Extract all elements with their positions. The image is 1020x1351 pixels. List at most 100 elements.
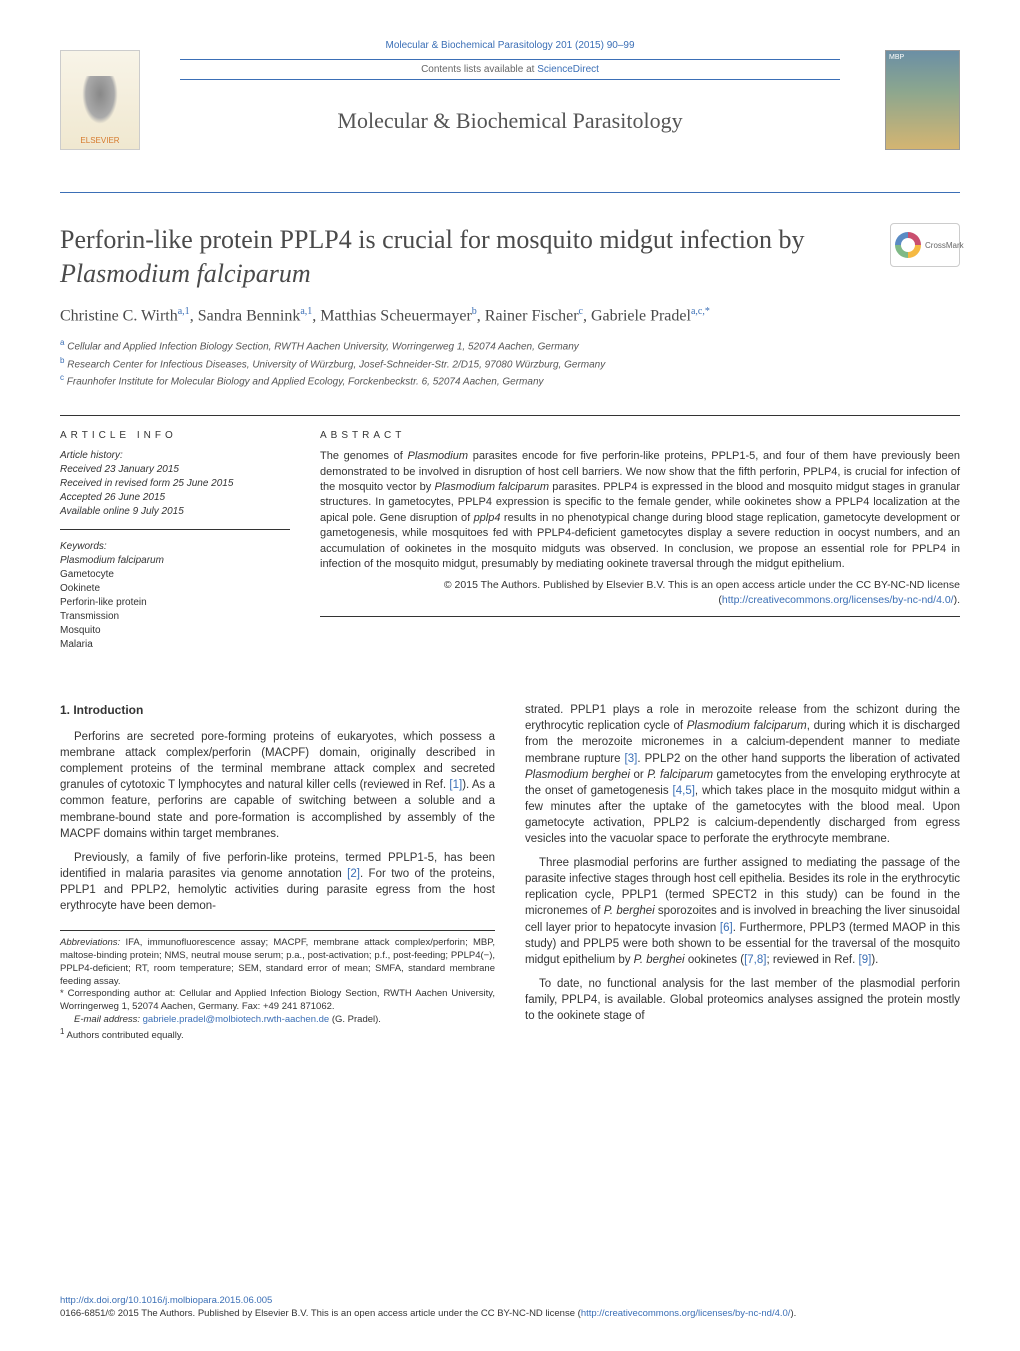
c2p2f: ). — [871, 954, 878, 966]
crossmark-label: CrossMark — [925, 241, 964, 250]
ref-7-8[interactable]: [7,8] — [744, 954, 766, 966]
c2p2d: ookinetes ( — [685, 954, 744, 966]
article-info-heading: article info — [60, 430, 290, 441]
banner-divider — [60, 192, 960, 193]
keyword-0: Plasmodium falciparum — [60, 554, 290, 568]
corr-text: Corresponding author at: Cellular and Ap… — [60, 988, 495, 1012]
sciencedirect-line: Contents lists available at ScienceDirec… — [180, 59, 840, 80]
email-label: E-mail address: — [74, 1014, 143, 1025]
article-info-sidebar: article info Article history: Received 2… — [60, 430, 290, 672]
abstract-text: The genomes of Plasmodium parasites enco… — [320, 449, 960, 572]
author-4: , Rainer Fischer — [477, 307, 579, 324]
body-col-right: strated. PPLP1 plays a role in merozoite… — [525, 702, 960, 1042]
c2p2e: ; reviewed in Ref. — [766, 954, 858, 966]
copyright-close: ). — [954, 594, 960, 606]
issn-text-a: 0166-6851/© 2015 The Authors. Published … — [60, 1308, 581, 1319]
crossmark-icon — [895, 232, 921, 258]
ref-2[interactable]: [2] — [347, 868, 360, 880]
equal-text: Authors contributed equally. — [64, 1030, 183, 1041]
c2p1dit: P. falciparum — [647, 769, 713, 781]
intro-p1: Perforins are secreted pore-forming prot… — [60, 729, 495, 842]
author-2: , Sandra Bennink — [190, 307, 301, 324]
c2p1ait: Plasmodium falciparum — [687, 720, 807, 732]
c2p1d: or — [630, 769, 647, 781]
ref-9[interactable]: [9] — [859, 954, 872, 966]
history-accepted: Accepted 26 June 2015 — [60, 491, 290, 505]
abs-it2: Plasmodium falciparum — [435, 481, 550, 493]
author-5: , Gabriele Pradel — [583, 307, 691, 324]
col2-p1: strated. PPLP1 plays a role in merozoite… — [525, 702, 960, 847]
journal-title: Molecular & Biochemical Parasitology — [60, 80, 960, 134]
abbrev-text: IFA, immunofluorescence assay; MACPF, me… — [60, 937, 495, 986]
keyword-6: Malaria — [60, 638, 290, 652]
keyword-3: Perforin-like protein — [60, 596, 290, 610]
journal-banner: ELSEVIER Molecular & Biochemical Parasit… — [60, 80, 960, 180]
body-columns: 1. Introduction Perforins are secreted p… — [60, 702, 960, 1042]
keyword-1: Gametocyte — [60, 568, 290, 582]
author-1: Christine C. Wirth — [60, 307, 178, 324]
running-head: Molecular & Biochemical Parasitology 201… — [60, 40, 960, 51]
affil-a: Cellular and Applied Infection Biology S… — [64, 342, 578, 353]
elsevier-logo: ELSEVIER — [60, 50, 140, 150]
article-title: Perforin-like protein PPLP4 is crucial f… — [60, 223, 870, 291]
email-link[interactable]: gabriele.pradel@molbiotech.rwth-aachen.d… — [143, 1014, 330, 1025]
ref-1[interactable]: [1] — [449, 779, 462, 791]
footer-cc-link[interactable]: http://creativecommons.org/licenses/by-n… — [581, 1308, 791, 1319]
keywords-block: Keywords: Plasmodium falciparum Gametocy… — [60, 540, 290, 662]
email-line: E-mail address: gabriele.pradel@molbiote… — [60, 1014, 495, 1027]
history-label: Article history: — [60, 449, 290, 463]
affiliations: a Cellular and Applied Infection Biology… — [60, 337, 960, 389]
history-revised: Received in revised form 25 June 2015 — [60, 477, 290, 491]
c2p1c: . PPLP2 on the other hand supports the l… — [637, 753, 960, 765]
author-5-affil: a,c,* — [691, 306, 710, 317]
corresponding: * Corresponding author at: Cellular and … — [60, 988, 495, 1014]
author-2-affil: a,1 — [300, 306, 312, 317]
author-3: , Matthias Scheuermayer — [312, 307, 472, 324]
crossmark-badge[interactable]: CrossMark — [890, 223, 960, 267]
title-species: Plasmodium falciparum — [60, 259, 311, 288]
keyword-2: Ookinete — [60, 582, 290, 596]
intro-heading: 1. Introduction — [60, 702, 495, 719]
email-suffix: (G. Pradel). — [329, 1014, 381, 1025]
abbrev-label: Abbreviations: — [60, 937, 120, 948]
footnotes: Abbreviations: IFA, immunofluorescence a… — [60, 930, 495, 1043]
keyword-4: Transmission — [60, 610, 290, 624]
issn-text-b: ). — [790, 1308, 796, 1319]
body-col-left: 1. Introduction Perforins are secreted p… — [60, 702, 495, 1042]
affil-c: Fraunhofer Institute for Molecular Biolo… — [64, 376, 544, 387]
equal-contrib: 1 Authors contributed equally. — [60, 1027, 495, 1043]
history-received: Received 23 January 2015 — [60, 463, 290, 477]
elsevier-tree-icon — [75, 76, 125, 136]
doi-link[interactable]: http://dx.doi.org/10.1016/j.molbiopara.2… — [60, 1295, 272, 1306]
ref-4-5[interactable]: [4,5] — [673, 785, 695, 797]
c2p2ait: P. berghei — [604, 905, 655, 917]
page-footer: http://dx.doi.org/10.1016/j.molbiopara.2… — [60, 1295, 960, 1321]
ref-3[interactable]: [3] — [625, 753, 638, 765]
abs-it1: Plasmodium — [407, 450, 468, 462]
abstract-divider — [320, 616, 960, 617]
abstract-copyright: © 2015 The Authors. Published by Elsevie… — [320, 578, 960, 607]
abstract-heading: abstract — [320, 430, 960, 441]
intro-p2: Previously, a family of five perforin-li… — [60, 850, 495, 914]
author-1-affil: a,1 — [178, 306, 190, 317]
history-online: Available online 9 July 2015 — [60, 505, 290, 519]
col2-p2: Three plasmodial perforins are further a… — [525, 855, 960, 968]
cc-license-link[interactable]: http://creativecommons.org/licenses/by-n… — [722, 594, 954, 606]
article-history: Article history: Received 23 January 201… — [60, 449, 290, 530]
abs-it3: pplp4 — [474, 512, 501, 524]
c2p2cit: P. berghei — [634, 954, 685, 966]
p1a: Perforins are secreted pore-forming prot… — [60, 731, 495, 791]
c2p1cit1: Plasmodium berghei — [525, 769, 630, 781]
abs-t1: The genomes of — [320, 450, 407, 462]
cover-abbrev: MBP — [889, 54, 904, 61]
abstract-column: abstract The genomes of Plasmodium paras… — [320, 430, 960, 672]
sciencedirect-link[interactable]: ScienceDirect — [537, 64, 599, 75]
keywords-label: Keywords: — [60, 540, 290, 554]
contents-prefix: Contents lists available at — [421, 64, 537, 75]
abbreviations: Abbreviations: IFA, immunofluorescence a… — [60, 937, 495, 988]
publisher-name: ELSEVIER — [80, 136, 119, 145]
title-text: Perforin-like protein PPLP4 is crucial f… — [60, 225, 805, 254]
authors-list: Christine C. Wirtha,1, Sandra Benninka,1… — [60, 305, 960, 328]
keyword-5: Mosquito — [60, 624, 290, 638]
ref-6[interactable]: [6] — [720, 922, 733, 934]
